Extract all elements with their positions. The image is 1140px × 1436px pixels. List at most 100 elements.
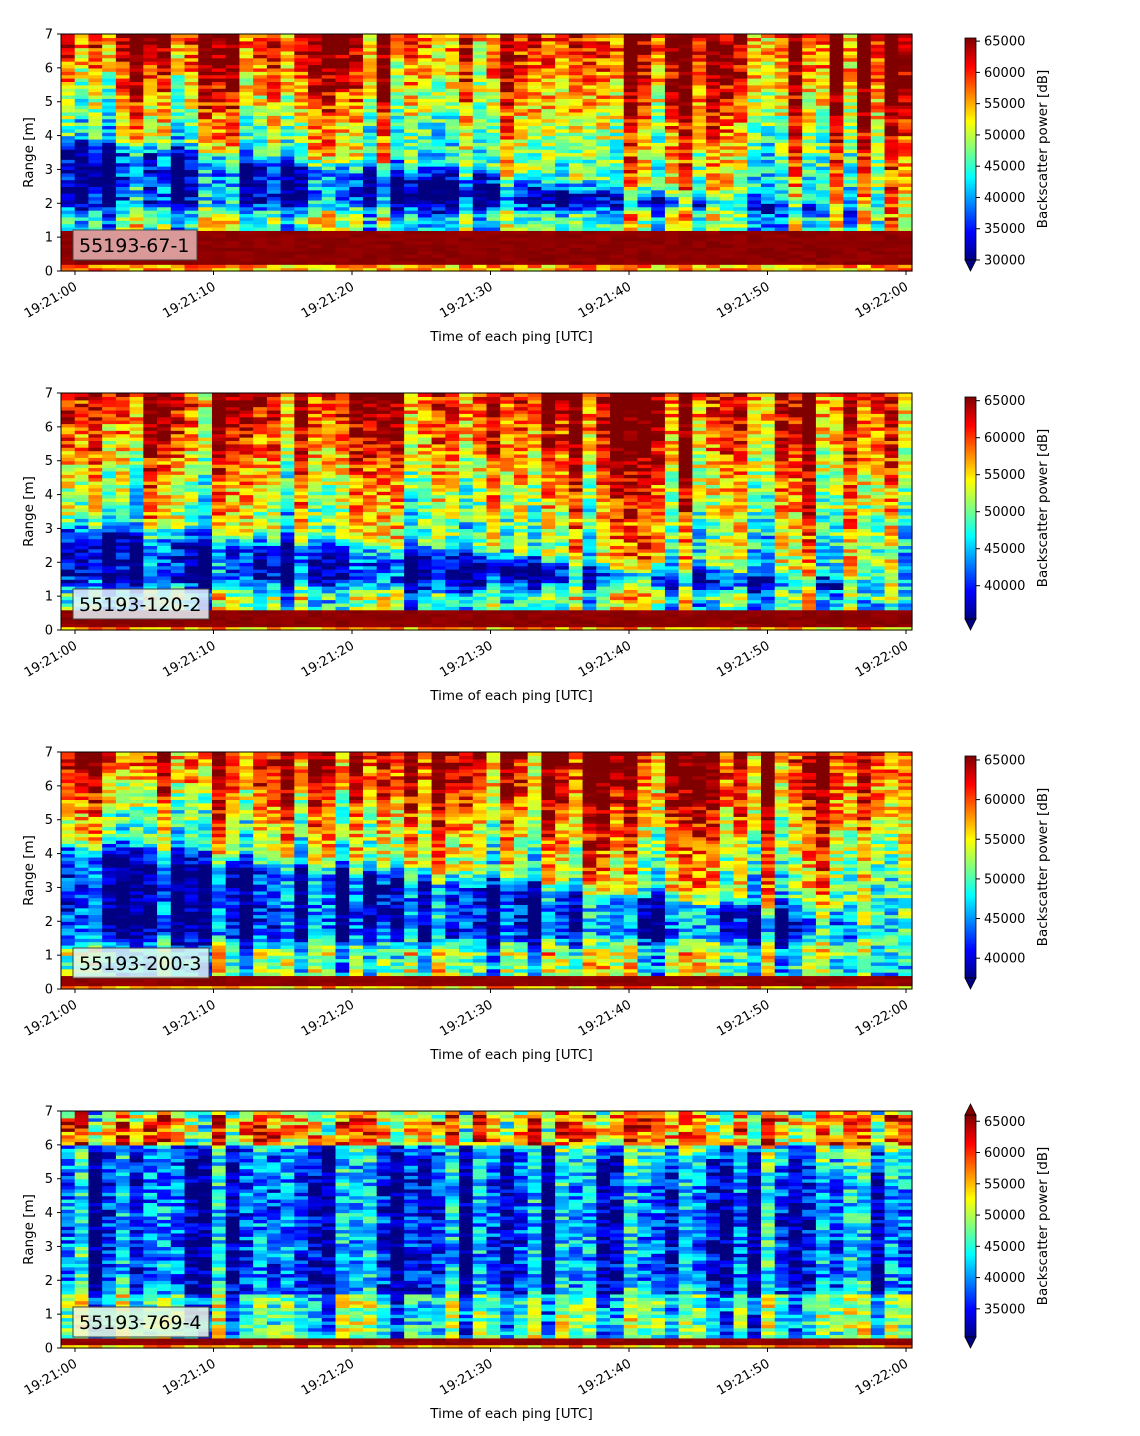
heatmap-cell (308, 67, 323, 72)
heatmap-cell (61, 216, 76, 221)
heatmap-cell (211, 135, 227, 140)
heatmap-cell (74, 210, 90, 215)
heatmap-cell (102, 88, 117, 93)
heatmap-cell (143, 159, 158, 164)
heatmap-cell (404, 108, 419, 113)
heatmap-cell (211, 186, 227, 191)
heatmap-cell (459, 199, 474, 204)
heatmap-cell (898, 34, 913, 38)
heatmap-cell (170, 264, 186, 269)
heatmap-cell (225, 152, 241, 157)
heatmap-cell (74, 105, 90, 110)
heatmap-cell (390, 74, 405, 79)
heatmap-cell (404, 138, 419, 143)
heatmap-cell (472, 196, 488, 201)
heatmap-cell (431, 220, 446, 225)
heatmap-cell (541, 237, 556, 242)
heatmap-cell (527, 84, 543, 89)
heatmap-cell (445, 230, 460, 235)
heatmap-cell (417, 247, 433, 252)
heatmap-cell (266, 88, 282, 93)
heatmap-cell (486, 159, 501, 164)
heatmap-cell (362, 115, 378, 120)
heatmap-cell (211, 138, 227, 143)
heatmap-cell (390, 189, 405, 194)
heatmap-cell (459, 81, 474, 86)
heatmap-cell (225, 111, 241, 116)
heatmap-cell (198, 247, 213, 252)
heatmap-cell (225, 91, 241, 96)
heatmap-cell (404, 61, 419, 66)
heatmap-cell (459, 216, 474, 221)
heatmap-cell (335, 105, 350, 110)
heatmap-cell (308, 182, 323, 187)
heatmap-cell (115, 47, 131, 52)
heatmap-cell (74, 61, 90, 66)
heatmap-cell (143, 176, 158, 181)
heatmap-cell (335, 108, 350, 113)
heatmap-cell (417, 199, 433, 204)
heatmap-cell (555, 145, 570, 150)
heatmap-cell (115, 88, 131, 93)
heatmap-cell (335, 162, 350, 167)
heatmap-cell (445, 67, 460, 72)
heatmap-cell (335, 122, 350, 127)
heatmap-cell (376, 172, 392, 177)
heatmap-cell (280, 264, 295, 269)
heatmap-cell (253, 50, 268, 55)
heatmap-cell (253, 267, 268, 272)
heatmap-cell (445, 149, 460, 154)
heatmap-cell (184, 226, 199, 231)
heatmap-cell (500, 196, 515, 201)
heatmap-cell (308, 260, 323, 265)
heatmap-cell (555, 196, 570, 201)
heatmap-cell (115, 122, 131, 127)
heatmap-cell (376, 240, 392, 245)
heatmap-cell (513, 216, 529, 221)
heatmap-cell (376, 138, 392, 143)
heatmap-cell (115, 78, 131, 82)
heatmap-cell (266, 61, 282, 66)
heatmap-cell (74, 138, 90, 143)
heatmap-cell (225, 142, 241, 147)
heatmap-cell (61, 135, 76, 140)
heatmap-cell (376, 189, 392, 194)
heatmap-cell (170, 91, 186, 96)
heatmap-cell (211, 40, 227, 45)
heatmap-cell (788, 34, 803, 38)
heatmap-cell (198, 254, 213, 259)
heatmap-cell (225, 138, 241, 143)
heatmap-cell (129, 88, 144, 93)
heatmap-cell (459, 162, 474, 167)
heatmap-cell (582, 226, 597, 231)
heatmap-cell (61, 267, 76, 272)
heatmap-cell (349, 128, 364, 133)
heatmap-cell (445, 132, 460, 137)
heatmap-cell (266, 226, 282, 231)
heatmap-cell (266, 260, 282, 265)
heatmap-cell (170, 105, 186, 110)
heatmap-cell (211, 213, 227, 218)
heatmap-cell (308, 122, 323, 127)
heatmap-cell (472, 247, 488, 252)
heatmap-cell (582, 250, 597, 255)
heatmap-cell (486, 182, 501, 187)
heatmap-cell (349, 260, 364, 265)
heatmap-cell (170, 162, 186, 167)
heatmap-cell (404, 264, 419, 269)
heatmap-cell (404, 74, 419, 79)
heatmap-cell (184, 105, 199, 110)
heatmap-cell (500, 260, 515, 265)
heatmap-cell (568, 122, 584, 127)
heatmap-cell (88, 172, 103, 177)
heatmap-cell (253, 172, 268, 177)
heatmap-cell (88, 149, 103, 154)
heatmap-cell (157, 220, 172, 225)
heatmap-cell (198, 67, 213, 72)
heatmap-cell (280, 47, 295, 52)
heatmap-cell (239, 57, 254, 62)
heatmap-cell (541, 159, 556, 164)
heatmap-cell (335, 44, 350, 49)
heatmap-cell (472, 243, 488, 248)
heatmap-cell (431, 138, 446, 143)
